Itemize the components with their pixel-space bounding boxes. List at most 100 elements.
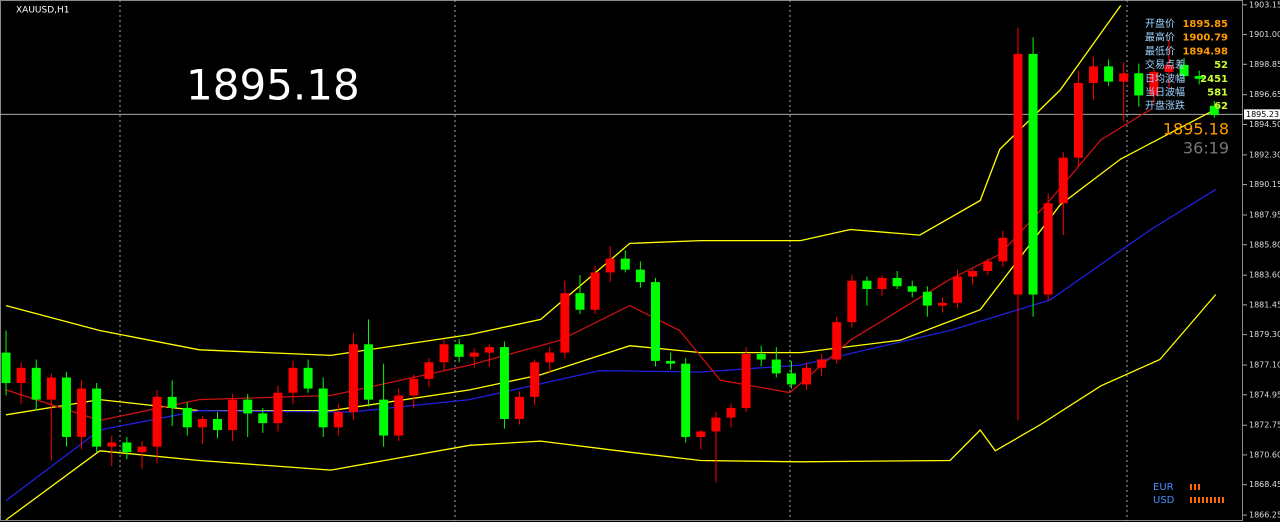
info-value: 2451 bbox=[1200, 74, 1228, 85]
info-value: 581 bbox=[1207, 88, 1228, 99]
info-value: 62 bbox=[1214, 101, 1228, 112]
candle-body bbox=[1149, 71, 1159, 96]
y-tick-label: 1898.85 bbox=[1249, 60, 1280, 69]
candle-body bbox=[379, 399, 389, 436]
candle-body bbox=[1209, 105, 1219, 116]
info-value: 1894.98 bbox=[1182, 46, 1228, 57]
candle-body bbox=[1028, 53, 1038, 295]
y-tick-label: 1903.15 bbox=[1249, 0, 1280, 9]
y-tick-label: 1896.65 bbox=[1249, 90, 1280, 99]
candle-body bbox=[16, 367, 26, 384]
strength-bars bbox=[1190, 484, 1224, 503]
bar-icon bbox=[1214, 497, 1216, 503]
candle-body bbox=[92, 388, 102, 447]
candle-body bbox=[726, 407, 736, 418]
bar-icon bbox=[1198, 497, 1200, 503]
candle-body bbox=[348, 344, 358, 413]
y-tick-label: 1881.45 bbox=[1249, 300, 1280, 309]
candle-body bbox=[1073, 82, 1083, 158]
candle-body bbox=[212, 418, 222, 431]
candle-body bbox=[862, 280, 872, 290]
candle-body bbox=[1043, 203, 1053, 295]
bar-icon bbox=[1206, 497, 1208, 503]
bar-icon bbox=[1222, 497, 1224, 503]
bar-icon bbox=[1190, 484, 1192, 490]
candle-body bbox=[318, 388, 328, 428]
info-label: 交易点差 bbox=[1145, 58, 1185, 71]
candle-body bbox=[998, 237, 1008, 262]
y-tick-label: 1892.30 bbox=[1249, 150, 1280, 159]
candle-body bbox=[77, 388, 87, 437]
candle-body bbox=[454, 344, 464, 357]
candle-body bbox=[696, 431, 706, 437]
bid-label-box bbox=[1244, 109, 1280, 120]
candle-body bbox=[258, 413, 268, 424]
y-tick-label: 1879.30 bbox=[1249, 330, 1280, 339]
candle-body bbox=[681, 363, 691, 437]
info-label: 开盘价 bbox=[1145, 17, 1175, 30]
indicator-line bbox=[5, 108, 1152, 422]
candle-body bbox=[469, 352, 479, 357]
candle-body bbox=[741, 353, 751, 408]
candle-body bbox=[907, 286, 917, 292]
y-tick-label: 1872.75 bbox=[1249, 421, 1280, 430]
candle-body bbox=[666, 360, 676, 364]
candle-body bbox=[273, 392, 283, 424]
candle-body bbox=[107, 442, 117, 447]
info-label: 日均波幅 bbox=[1145, 72, 1185, 85]
candle-body bbox=[243, 399, 253, 414]
y-tick-label: 1885.80 bbox=[1249, 240, 1280, 249]
candle-body bbox=[605, 258, 615, 273]
info-label: 当日波幅 bbox=[1145, 86, 1185, 99]
candle-body bbox=[1194, 76, 1204, 79]
y-tick-label: 1874.95 bbox=[1249, 390, 1280, 399]
candle-body bbox=[832, 322, 842, 360]
bar-icon bbox=[1190, 497, 1192, 503]
bar-icon bbox=[1218, 497, 1220, 503]
y-tick-label: 1887.95 bbox=[1249, 211, 1280, 220]
candle-body bbox=[1058, 157, 1068, 204]
candle-body bbox=[802, 367, 812, 385]
candle-body bbox=[1104, 66, 1114, 82]
y-tick-label: 1883.60 bbox=[1249, 271, 1280, 280]
candle-body bbox=[137, 446, 147, 453]
y-tick-label: 1890.15 bbox=[1249, 180, 1280, 189]
currency-label: USD bbox=[1153, 495, 1175, 506]
y-tick-label: 1866.25 bbox=[1249, 511, 1280, 520]
candle-body bbox=[786, 373, 796, 385]
candle-body bbox=[1013, 53, 1023, 295]
candle-body bbox=[122, 442, 132, 453]
candle-body bbox=[953, 276, 963, 303]
candle-body bbox=[484, 347, 494, 353]
bar-icon bbox=[1194, 484, 1196, 490]
info-value: 1900.79 bbox=[1182, 33, 1228, 44]
candle-body bbox=[439, 344, 449, 363]
candle-body bbox=[499, 347, 509, 419]
candle-body bbox=[620, 258, 630, 270]
candle-body bbox=[711, 417, 721, 432]
candle-body bbox=[167, 396, 177, 408]
candle-body bbox=[303, 367, 313, 389]
candle-body bbox=[877, 277, 887, 290]
bar-icon bbox=[1202, 497, 1204, 503]
candle-body bbox=[394, 395, 404, 436]
symbol-title: XAUUSD,H1 bbox=[16, 6, 70, 16]
candle-body bbox=[409, 378, 419, 396]
candle-body bbox=[288, 367, 298, 393]
bar-icon bbox=[1210, 497, 1212, 503]
candle-body bbox=[817, 359, 827, 368]
last-price: 1895.18 bbox=[1163, 120, 1229, 139]
y-tick-label: 1870.60 bbox=[1249, 450, 1280, 459]
big-price: 1895.18 bbox=[186, 61, 360, 110]
candle-body bbox=[364, 344, 374, 400]
candle-body bbox=[650, 282, 660, 361]
currency-label: EUR bbox=[1153, 482, 1174, 493]
candle-body bbox=[1088, 66, 1098, 83]
plot-frame bbox=[0, 0, 1243, 521]
candle-body bbox=[530, 362, 540, 397]
info-value: 1895.85 bbox=[1182, 19, 1228, 30]
period-separators bbox=[119, 0, 1128, 521]
candle-body bbox=[771, 359, 781, 374]
info-label: 最高价 bbox=[1145, 31, 1175, 44]
